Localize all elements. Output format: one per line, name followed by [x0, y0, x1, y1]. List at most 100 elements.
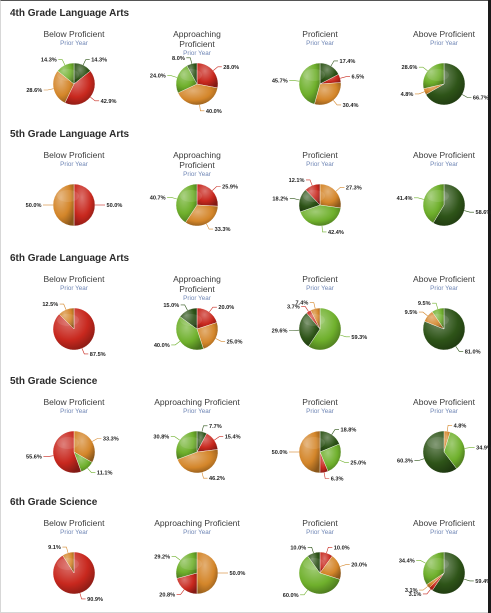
pie-chart: 4.8% 34.9% 60.3% — [397, 423, 491, 474]
pie-slice-proficient — [308, 307, 342, 351]
pie-data-label: 25.0% — [350, 460, 366, 466]
chart-subtitle: Prior Year — [306, 285, 334, 292]
pie-data-label: 28.0% — [223, 65, 239, 71]
pie-data-label: 6.3% — [331, 477, 344, 483]
pie-slice-above — [432, 551, 466, 595]
chart-subtitle: Prior Year — [60, 529, 88, 536]
chart-title: Approaching Proficient — [173, 274, 221, 294]
pie-slice-proficient — [175, 65, 198, 94]
pie-data-label: 41.4% — [397, 196, 413, 202]
pie-leader-line — [414, 197, 424, 200]
pie-data-label: 29.6% — [272, 329, 288, 335]
chart-subtitle: Prior Year — [183, 408, 211, 415]
pie-leader-line — [199, 104, 205, 112]
pie-leader-line — [339, 459, 349, 463]
pie-chart: 59.3% 29.6% 3.7%7.4% — [272, 301, 367, 351]
pie-data-label: 24.0% — [150, 74, 166, 80]
chart-title: Approaching Proficient — [154, 518, 240, 528]
pie-leader-line — [87, 467, 96, 473]
pie-leader-line — [43, 455, 54, 458]
pie-slice-above — [298, 312, 321, 347]
pie-data-label: 3.1% — [405, 588, 418, 594]
pie-leader-line — [307, 547, 314, 554]
pie-slice-below — [305, 183, 321, 206]
pie-gloss — [427, 558, 449, 570]
pie-leader-line — [81, 348, 89, 355]
window-edge — [488, 0, 491, 613]
pie-chart: 27.3% 42.4% 18.2% 12.1% — [272, 178, 361, 236]
pie-slice-proficient — [298, 555, 341, 595]
section-title: 6th Grade Language Arts — [10, 253, 130, 264]
pie-data-label: 46.2% — [209, 476, 225, 482]
pie-data-label: 6.5% — [352, 75, 365, 81]
pie-gloss — [180, 437, 202, 449]
pie-data-label: 40.7% — [150, 195, 166, 201]
pie-data-label: 42.9% — [101, 99, 117, 105]
pie-slice-proficient — [299, 204, 342, 227]
pie-data-label: 50.0% — [26, 203, 42, 209]
pie-leader-line — [340, 334, 350, 338]
pie-leader-line — [167, 196, 177, 200]
pie-leader-line — [43, 88, 54, 91]
pie-gloss — [427, 190, 449, 202]
pie-leader-line — [62, 546, 69, 553]
pie-chart: 50.0% 50.0% — [26, 183, 122, 227]
chart-subtitle: Prior Year — [183, 50, 211, 57]
pie-leader-line — [206, 223, 214, 230]
pie-gloss — [427, 314, 449, 326]
pie-slice-below — [73, 183, 96, 227]
pie-data-label: 59.3% — [351, 335, 367, 341]
chart-title: Below Proficient — [43, 397, 105, 407]
pie-chart: 17.4% 6.5% 30.4% 45.7% — [272, 59, 365, 109]
pie-slice-above — [307, 551, 321, 574]
pie-leader-line — [432, 302, 439, 309]
pie-chart: 87.5% 12.5% — [42, 302, 106, 358]
pie-gloss — [57, 437, 79, 449]
pie-chart: 18.8% 25.0% 6.3% 50.0% — [272, 428, 367, 483]
chart-subtitle: Prior Year — [430, 40, 458, 47]
pie-leader-line — [167, 75, 178, 78]
section-title: 4th Grade Language Arts — [10, 8, 130, 19]
pie-slice-proficient — [431, 307, 445, 330]
pie-chart: 81.0% 9.5%9.5% — [405, 301, 481, 355]
pie-data-label: 18.2% — [272, 197, 288, 203]
pie-data-label: 28.6% — [402, 65, 418, 71]
pie-chart: 59.4% 3.1%3.1% 34.4% — [399, 551, 491, 598]
chart-subtitle: Prior Year — [183, 529, 211, 536]
pie-slice-approaching — [314, 82, 342, 106]
pie-leader-line — [215, 338, 226, 342]
pie-slice-proficient — [175, 183, 198, 223]
pie-data-label: 60.3% — [397, 459, 413, 465]
chart-title: Approaching Proficient — [173, 150, 221, 170]
chart-subtitle: Prior Year — [60, 161, 88, 168]
chart-title: Proficient — [302, 397, 338, 407]
pie-leader-line — [455, 346, 464, 352]
pie-data-label: 40.0% — [206, 109, 222, 115]
pie-leader-line — [171, 341, 181, 346]
pie-leader-line — [176, 589, 185, 595]
pie-data-label: 20.8% — [159, 592, 175, 598]
pie-data-label: 33.3% — [215, 227, 231, 233]
pie-leader-line — [414, 91, 425, 95]
pie-data-label: 29.2% — [154, 555, 170, 561]
pie-data-label: 55.6% — [26, 455, 42, 461]
chart-title: Above Proficient — [413, 29, 475, 39]
pie-leader-line — [180, 304, 188, 311]
pie-leader-line — [186, 57, 193, 64]
chart-title: Below Proficient — [43, 274, 105, 284]
pie-data-label: 81.0% — [465, 349, 481, 355]
chart-title: Above Proficient — [413, 274, 475, 284]
chart-subtitle: Prior Year — [60, 408, 88, 415]
pie-chart: 58.6% 41.4% — [397, 183, 491, 227]
pie-leader-line — [213, 66, 222, 71]
pie-gloss — [57, 314, 79, 326]
pie-slice-proficient — [175, 430, 198, 460]
pie-data-label: 9.5% — [405, 310, 418, 316]
pie-leader-line — [79, 593, 86, 600]
pie-data-label: 28.6% — [26, 88, 42, 94]
pie-chart: 50.0% 20.8% 29.2% — [154, 551, 245, 598]
pie-data-label: 14.3% — [41, 58, 57, 64]
pie-leader-line — [323, 472, 330, 479]
pie-data-label: 87.5% — [90, 352, 106, 358]
chart-title: Proficient — [302, 29, 338, 39]
